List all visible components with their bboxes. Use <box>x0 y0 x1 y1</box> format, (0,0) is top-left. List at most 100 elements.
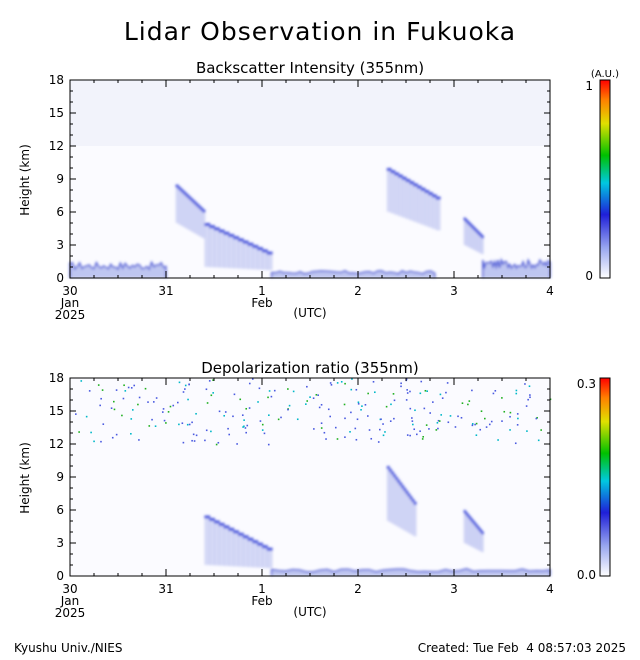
noise-dot <box>344 417 346 420</box>
cloud-core <box>394 172 400 176</box>
noise-dot <box>374 391 376 394</box>
cloud-column <box>435 196 441 231</box>
noise-dot <box>484 417 486 420</box>
noise-dot <box>406 434 409 436</box>
noise-dot <box>122 397 125 400</box>
panel-title-backscatter: Backscatter Intensity (355nm) <box>196 59 424 77</box>
cloud-column <box>470 224 473 249</box>
cloud-column <box>481 531 484 553</box>
cloud-column <box>190 197 194 232</box>
noise-dot <box>212 392 214 394</box>
cloud-column <box>401 485 405 530</box>
x-axis-label: (UTC) <box>293 605 326 619</box>
noise-dot <box>306 400 309 402</box>
noise-dot <box>406 392 409 394</box>
noise-dot <box>243 425 245 428</box>
noise-dot <box>325 438 327 440</box>
noise-dot <box>218 410 221 413</box>
x-month-jan: Jan <box>60 594 80 608</box>
noise-dot <box>127 386 130 389</box>
noise-dot <box>315 393 318 396</box>
credit-text: Kyushu Univ./NIES <box>14 641 122 655</box>
noise-dot <box>389 420 392 422</box>
x-year: 2025 <box>55 606 86 620</box>
noise-dot <box>162 408 165 410</box>
noise-dot <box>461 402 464 404</box>
noise-dot <box>439 393 442 396</box>
noise-dot <box>526 430 528 432</box>
noise-dot <box>305 403 307 405</box>
noise-dot <box>280 416 282 419</box>
cloud-core <box>480 234 483 237</box>
noise-dot <box>317 394 319 397</box>
noise-dot <box>524 383 526 385</box>
noise-dot <box>426 390 428 392</box>
cloud-column <box>233 530 239 567</box>
cloud-core <box>209 225 215 229</box>
noise-dot <box>329 382 332 384</box>
cloud-column <box>252 540 259 568</box>
colorbar-max: 0.3 <box>577 377 596 391</box>
cloud-column <box>238 532 244 567</box>
noise-dot <box>437 427 439 430</box>
cloud-column <box>420 187 426 225</box>
noise-dot <box>296 418 299 421</box>
cloud-core <box>471 519 475 523</box>
noise-dot <box>438 420 441 422</box>
noise-dot <box>509 415 511 418</box>
cloud-core <box>238 532 244 536</box>
noise-dot <box>516 424 519 426</box>
noise-dot <box>468 400 471 402</box>
cloud-core <box>467 221 471 225</box>
cloud-core <box>407 493 411 497</box>
cloud-core <box>202 209 206 213</box>
noise-dot <box>479 428 482 431</box>
noise-dot <box>270 395 273 398</box>
noise-dot <box>435 429 438 431</box>
cloud-column <box>428 192 434 228</box>
noise-dot <box>429 412 432 414</box>
noise-dot <box>382 423 384 425</box>
cloud-column <box>228 527 235 567</box>
cloud-column <box>262 249 268 270</box>
noise-dot <box>187 398 189 401</box>
cloud-core <box>463 217 466 221</box>
noise-dot <box>428 428 430 430</box>
noise-dot <box>110 407 113 410</box>
y-tick-label: 15 <box>49 404 64 418</box>
noise-dot <box>485 426 488 428</box>
noise-dot <box>93 440 95 443</box>
cloud-column <box>390 170 396 214</box>
cloud-core <box>464 218 468 222</box>
cloud-core <box>388 468 392 472</box>
noise-dot <box>181 422 184 425</box>
noise-dot <box>236 443 238 445</box>
x-tick-label: 1 <box>258 284 266 298</box>
y-tick-label: 18 <box>49 73 64 87</box>
cloud-core <box>405 490 409 494</box>
page-title: Lidar Observation in Fukuoka <box>124 17 516 46</box>
cloud-column <box>470 518 473 547</box>
noise-dot <box>144 387 147 390</box>
noise-dot <box>161 411 164 413</box>
cloud-column <box>238 238 244 269</box>
cloud-core <box>397 479 401 483</box>
cloud-column <box>233 236 239 269</box>
cloud-core <box>185 194 189 198</box>
noise-dot <box>263 432 266 435</box>
noise-dot <box>340 380 343 383</box>
x-tick-label: 4 <box>546 284 554 298</box>
y-axis-label: Height (km) <box>18 144 32 215</box>
cloud-core <box>194 201 198 205</box>
cloud-column <box>223 525 230 566</box>
cloud-column <box>266 547 273 569</box>
noise-dot <box>355 438 358 441</box>
x-month-jan: Jan <box>60 296 80 310</box>
noise-dot <box>423 407 426 410</box>
noise-dot <box>215 443 218 446</box>
x-tick-label: 3 <box>450 284 458 298</box>
cloud-column <box>242 240 249 269</box>
cloud-core <box>463 510 466 513</box>
noise-dot <box>536 416 538 419</box>
